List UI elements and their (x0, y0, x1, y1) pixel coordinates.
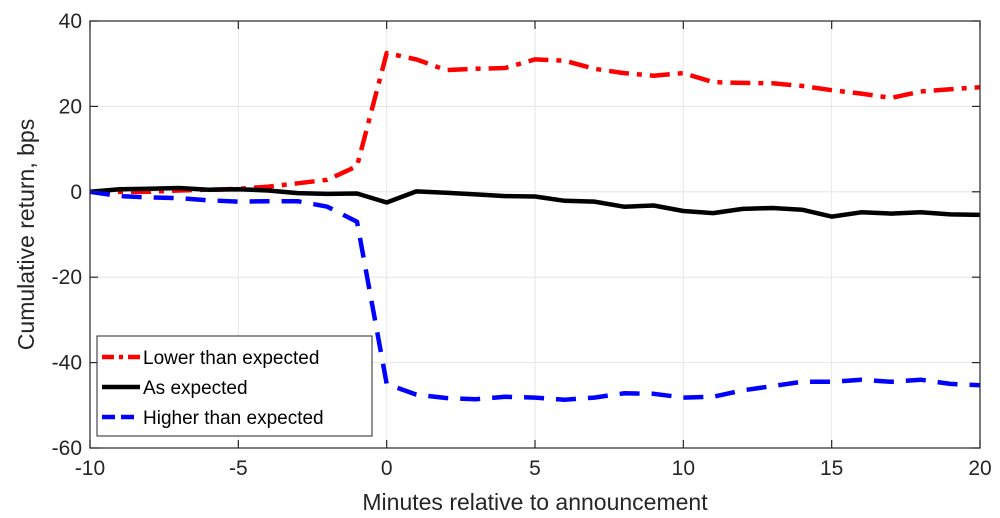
x-tick-label: 10 (672, 457, 695, 480)
series-line-0 (90, 50, 981, 195)
y-tick-label: 0 (70, 181, 82, 204)
series-line-1 (89, 185, 981, 219)
x-axis-label: Minutes relative to announcement (362, 489, 708, 515)
y-axis-label: Cumulative return, bps (13, 119, 39, 350)
y-tick-label: -40 (52, 352, 82, 375)
y-tick-label: 40 (59, 10, 82, 33)
y-tick-label: 20 (59, 95, 82, 118)
x-tick-label: -10 (75, 457, 105, 480)
legend-label-2: Higher than expected (143, 408, 324, 429)
axis-ticks: -10 -5 0 5 10 15 20 -60 -40 -20 0 20 40 (52, 10, 992, 480)
legend-label-0: Lower than expected (143, 348, 319, 369)
y-tick-label: -60 (52, 437, 82, 460)
x-tick-label: 20 (968, 457, 991, 480)
y-tick-label: -20 (52, 266, 82, 289)
series-line-2 (89, 189, 981, 402)
x-tick-label: -5 (229, 457, 248, 480)
legend-box (96, 335, 373, 437)
series-layer (89, 50, 981, 402)
x-tick-label: 0 (381, 457, 393, 480)
legend: Lower than expected As expected Higher tha… (96, 335, 373, 437)
x-tick-label: 15 (820, 457, 843, 480)
x-tick-label: 5 (529, 457, 541, 480)
legend-label-1: As expected (143, 378, 248, 399)
